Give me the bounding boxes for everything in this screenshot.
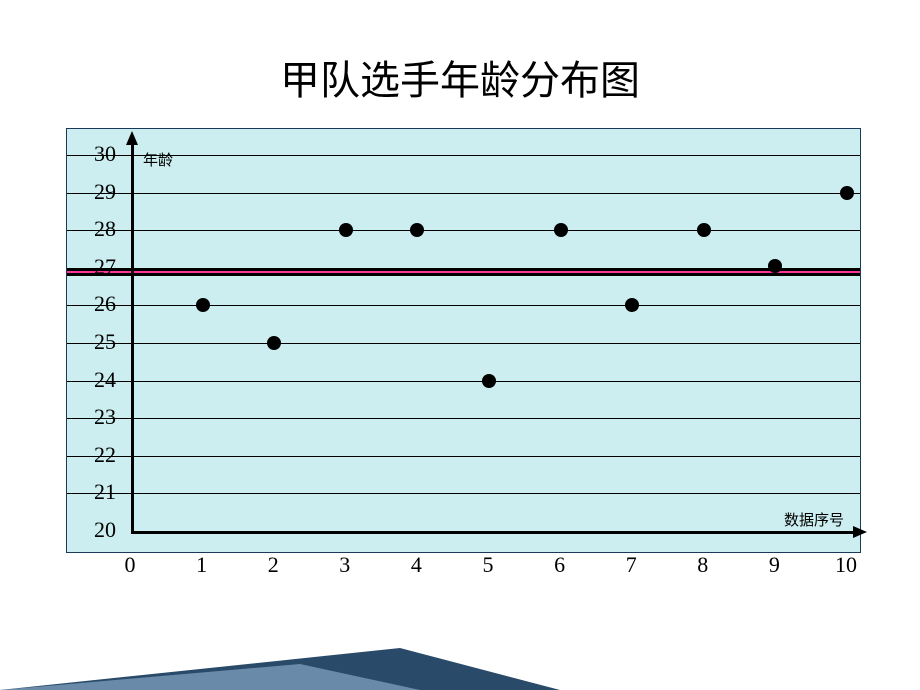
y-tick-label: 21: [72, 479, 116, 505]
gridline: [67, 381, 860, 382]
slide-corner-accent: [0, 630, 920, 690]
y-axis: [131, 137, 134, 531]
data-point: [840, 186, 854, 200]
x-axis-arrow-icon: [853, 526, 867, 538]
slide: 甲队选手年龄分布图 年龄数据序号 20212223242526272829300…: [0, 0, 920, 690]
data-point: [267, 336, 281, 350]
gridline: [67, 305, 860, 306]
gridline: [67, 418, 860, 419]
x-tick-label: 6: [554, 552, 565, 578]
chart-title: 甲队选手年龄分布图: [0, 48, 920, 106]
y-tick-label: 29: [72, 179, 116, 205]
data-point: [625, 298, 639, 312]
data-point: [482, 374, 496, 388]
x-tick-label: 0: [125, 552, 136, 578]
x-axis-title: 数据序号: [784, 509, 844, 530]
data-point: [339, 223, 353, 237]
y-tick-label: 24: [72, 367, 116, 393]
data-point: [410, 223, 424, 237]
y-tick-label: 30: [72, 141, 116, 167]
x-tick-label: 10: [835, 552, 857, 578]
y-tick-label: 26: [72, 291, 116, 317]
y-axis-title: 年龄: [143, 149, 173, 170]
gridline: [67, 155, 860, 156]
chart-frame: 年龄数据序号: [66, 128, 861, 553]
x-tick-label: 7: [626, 552, 637, 578]
reference-line-inner: [67, 271, 860, 273]
gridline: [67, 230, 860, 231]
x-axis: [131, 531, 855, 534]
gridline: [67, 493, 860, 494]
y-tick-label: 27: [72, 254, 116, 280]
gridline: [67, 343, 860, 344]
data-point: [768, 259, 782, 273]
y-tick-label: 28: [72, 216, 116, 242]
y-tick-label: 20: [72, 517, 116, 543]
y-tick-label: 23: [72, 404, 116, 430]
x-tick-label: 5: [483, 552, 494, 578]
x-tick-label: 1: [196, 552, 207, 578]
reference-line: [67, 269, 860, 276]
y-tick-label: 22: [72, 442, 116, 468]
data-point: [554, 223, 568, 237]
x-tick-label: 4: [411, 552, 422, 578]
gridline: [67, 456, 860, 457]
gridline: [67, 193, 860, 194]
x-tick-label: 8: [697, 552, 708, 578]
y-tick-label: 25: [72, 329, 116, 355]
data-point: [697, 223, 711, 237]
x-tick-label: 9: [769, 552, 780, 578]
y-axis-arrow-icon: [126, 131, 138, 145]
x-tick-label: 3: [339, 552, 350, 578]
data-point: [196, 298, 210, 312]
x-tick-label: 2: [268, 552, 279, 578]
